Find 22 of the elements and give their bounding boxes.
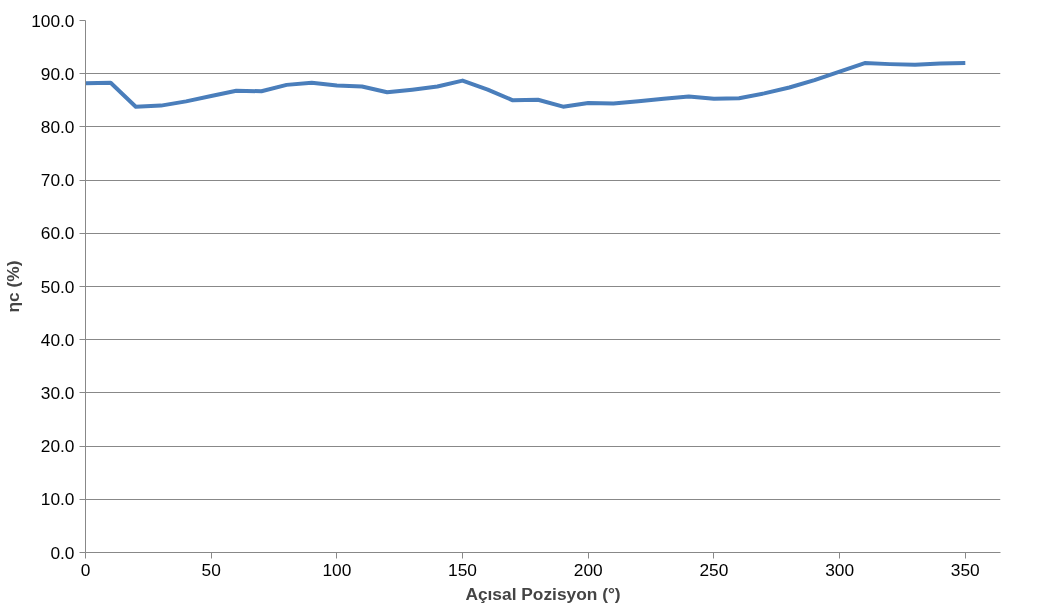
- y-tick-label: 30.0: [40, 382, 75, 403]
- y-tick-label: 20.0: [40, 436, 75, 457]
- y-tick-label: 80.0: [40, 116, 75, 137]
- x-tick-label: 50: [201, 559, 221, 580]
- x-tick-label: 0: [80, 559, 91, 580]
- y-tick-label: 60.0: [40, 223, 75, 244]
- line-series: [85, 61, 968, 109]
- x-tick-label: 300: [825, 559, 855, 580]
- x-axis-title: Açısal Pozisyon (°): [465, 583, 621, 604]
- y-tick-label: 10.0: [40, 489, 75, 510]
- x-tick-label: 350: [950, 559, 980, 580]
- y-tick-label: 40.0: [40, 329, 75, 350]
- x-tick-label: 250: [699, 559, 729, 580]
- x-tick-label: 200: [573, 559, 603, 580]
- y-tick-label: 50.0: [40, 276, 75, 297]
- x-tick-label: 100: [322, 559, 352, 580]
- y-tick-label: 90.0: [40, 63, 75, 84]
- x-tick-label: 150: [448, 559, 478, 580]
- y-tick-label: 70.0: [40, 170, 75, 191]
- y-tick-label: 0.0: [50, 542, 75, 563]
- y-axis-title: ηc (%): [3, 260, 24, 313]
- y-tick-label: 100.0: [31, 10, 75, 31]
